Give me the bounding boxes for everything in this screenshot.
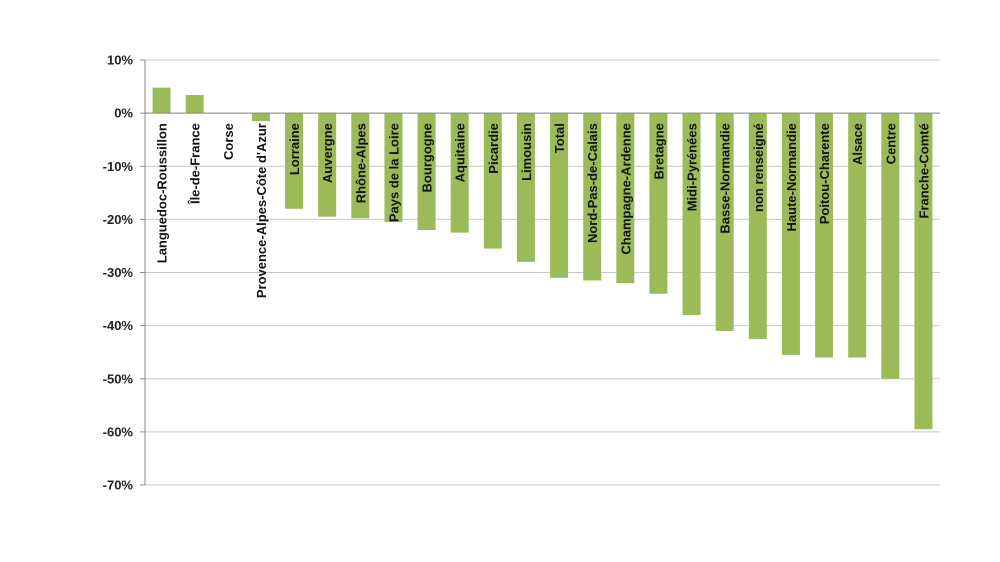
bar (682, 113, 701, 315)
category-label: Nord-Pas-de-Calais (585, 123, 600, 243)
y-tick-label: 10% (107, 53, 133, 68)
y-tick-label: -70% (103, 478, 134, 493)
y-tick-label: -20% (103, 212, 134, 227)
category-label: Corse (221, 123, 236, 160)
category-label: Bretagne (651, 123, 666, 179)
bar (285, 113, 304, 209)
bar (881, 113, 900, 379)
category-label: Aquitaine (453, 123, 468, 182)
category-label: Poitou-Charente (817, 123, 832, 224)
bar (450, 113, 469, 233)
category-label: Picardie (486, 123, 501, 174)
bar (848, 113, 867, 358)
bar (251, 113, 270, 122)
category-label: Île-de-France (188, 123, 203, 205)
category-label: Auvergne (320, 123, 335, 183)
bar (914, 113, 933, 430)
category-label: Total (552, 123, 567, 153)
y-tick-label: -60% (103, 424, 134, 439)
category-label: Midi-Pyrénées (685, 123, 700, 211)
bar (483, 113, 502, 249)
category-label: Rhône-Alpes (353, 123, 368, 203)
category-label: Lorraine (287, 123, 302, 175)
bars (152, 87, 933, 430)
y-tick-label: -10% (103, 159, 134, 174)
bar (516, 113, 535, 262)
category-label: Bourgogne (420, 123, 435, 192)
bar (815, 113, 834, 358)
y-tick-label: -50% (103, 371, 134, 386)
bar (384, 113, 403, 223)
category-label: Haute-Normandie (784, 123, 799, 231)
category-labels: Languedoc-Roussillon Île-de-France Corse Pr… (155, 123, 932, 298)
bar (152, 87, 171, 114)
category-label: Champagne-Ardenne (618, 123, 633, 254)
bar (318, 113, 337, 217)
category-label: non renseigné (751, 123, 766, 212)
bar (185, 95, 204, 114)
category-label: Alsace (850, 123, 865, 165)
bar (583, 113, 602, 281)
bar (649, 113, 668, 294)
y-axis-tick-labels: 10% 0% -10% -20% -30% -40% -50% -60% -70% (103, 53, 134, 493)
bar (616, 113, 635, 284)
bar (715, 113, 734, 331)
category-label: Languedoc-Roussillon (155, 123, 170, 263)
category-label: Basse-Normandie (718, 123, 733, 234)
category-label: Provence-Alpes-Côte d'Azur (254, 123, 269, 298)
bar (748, 113, 767, 339)
category-label: Limousin (519, 123, 534, 181)
category-label: Centre (883, 123, 898, 164)
bar (550, 113, 569, 278)
y-tick-label: -40% (103, 318, 134, 333)
bar (417, 113, 436, 230)
category-label: Pays de la Loire (386, 123, 401, 222)
y-tick-label: 0% (114, 106, 133, 121)
bar (351, 113, 370, 219)
category-label: Franche-Comté (916, 123, 931, 218)
y-tick-label: -30% (103, 265, 134, 280)
bar (781, 113, 800, 355)
